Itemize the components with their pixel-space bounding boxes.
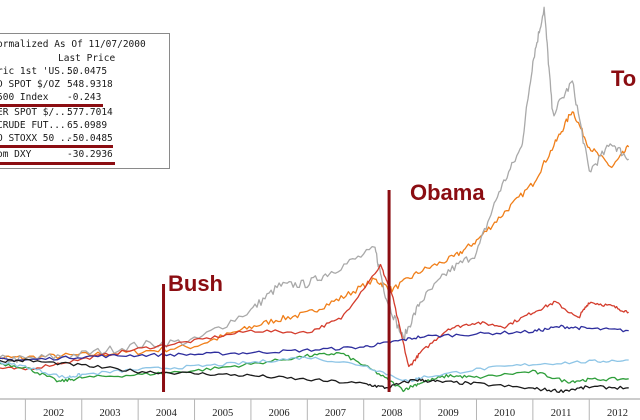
legend-highlight-line — [0, 145, 113, 148]
x-tick-label: 2003 — [99, 408, 120, 419]
legend-row: 500 Index -0.243 — [0, 92, 167, 104]
series-line-2 — [0, 263, 629, 371]
series-line-1 — [0, 6, 629, 364]
x-tick-label: 2008 — [381, 408, 402, 419]
legend-series-value: 548.9318 — [67, 79, 113, 90]
legend-series-name: D SPOT $/OZ — [0, 79, 60, 90]
legend-series-name: O STOXX 50 ... — [0, 133, 78, 144]
legend-row: ER SPOT $/... 577.7014 — [0, 107, 167, 119]
legend-series-name: ER SPOT $/... — [0, 107, 72, 118]
annotation-bush: Bush — [168, 271, 223, 296]
annotation-to: To — [611, 66, 637, 91]
legend-row: om DXY -30.2936 — [0, 149, 167, 161]
legend-series-value: 50.0475 — [67, 66, 108, 77]
legend-header: Last Price — [58, 53, 116, 64]
legend-series-value: 65.0989 — [67, 120, 108, 131]
x-tick-label: 2011 — [551, 408, 572, 419]
series-line-3 — [0, 324, 629, 362]
annotation-obama: Obama — [410, 180, 485, 205]
x-tick-label: 2009 — [438, 408, 459, 419]
legend-series-name: CRUDE FUT... — [0, 120, 66, 131]
series-line-4 — [0, 352, 629, 393]
legend-series-name: om DXY — [0, 149, 32, 160]
legend-series-value: -0.243 — [67, 92, 102, 103]
legend-title: ormalized As Of 11/07/2000 — [0, 39, 146, 50]
legend-highlight-line — [0, 104, 103, 107]
legend-box: ormalized As Of 11/07/2000 Last Price ri… — [0, 33, 170, 169]
series-line-0 — [0, 111, 630, 361]
x-tick-label: 2012 — [607, 408, 628, 419]
legend-row: D SPOT $/OZ 548.9318 — [0, 79, 167, 91]
x-tick-label: 2002 — [43, 408, 64, 419]
legend-series-value: 577.7014 — [67, 107, 113, 118]
legend-series-value: -30.2936 — [67, 149, 113, 160]
legend-highlight-line — [0, 162, 115, 165]
x-tick-label: 2010 — [494, 408, 515, 419]
x-tick-label: 2007 — [325, 408, 346, 419]
x-tick-label: 2004 — [156, 408, 178, 419]
legend-row: ric 1st 'US... 50.0475 — [0, 66, 167, 78]
x-tick-label: 2006 — [269, 408, 290, 419]
series-line-6 — [0, 358, 629, 394]
series-line-5 — [0, 355, 629, 383]
legend-row: CRUDE FUT... 65.0989 — [0, 120, 167, 132]
x-tick-label: 2005 — [212, 408, 233, 419]
legend-series-name: 500 Index — [0, 92, 49, 103]
legend-series-name: ric 1st 'US... — [0, 66, 78, 77]
legend-row: O STOXX 50 ... -50.0485 — [0, 133, 167, 145]
legend-series-value: -50.0485 — [67, 133, 113, 144]
